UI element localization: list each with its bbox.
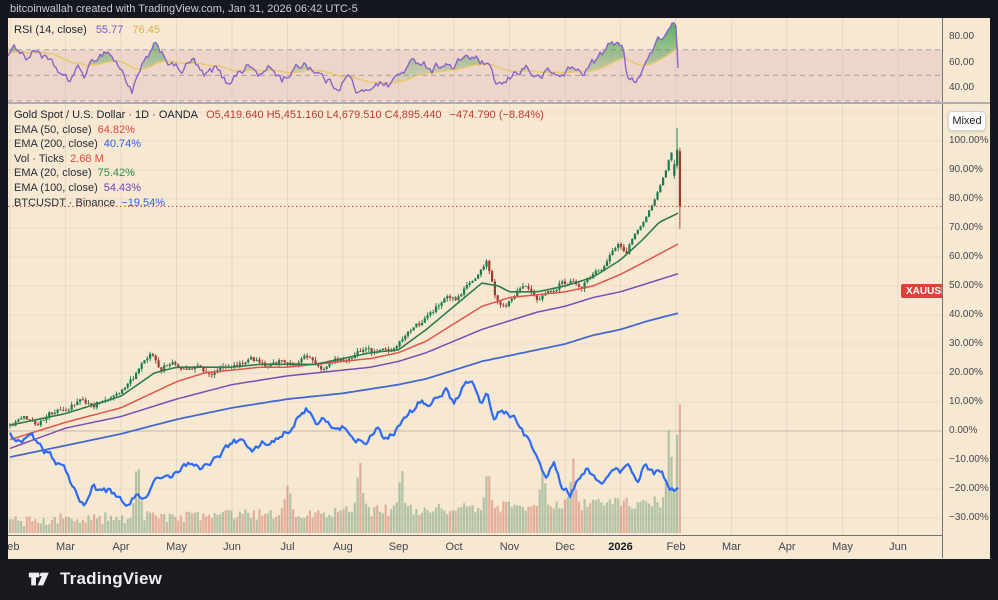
price-scale-tick: −30.00% bbox=[949, 512, 989, 523]
time-axis-label-apr: Apr bbox=[778, 541, 796, 553]
price-scale-tick: 40.00% bbox=[949, 309, 983, 320]
rsi-legend[interactable]: RSI (14, close) 55.77 76.45 bbox=[14, 23, 160, 38]
tradingview-logo-icon bbox=[28, 572, 49, 586]
ohlc-values: O5,419.640 H5,451.160 L4,679.510 C4,895.… bbox=[206, 109, 442, 121]
symbol-legend[interactable]: Gold Spot / U.S. Dollar · 1D · OANDA O5,… bbox=[14, 108, 549, 210]
price-scale-tick: 60.00% bbox=[949, 251, 983, 262]
chart-header: bitcoinwallah created with TradingView.c… bbox=[0, 0, 998, 18]
time-axis-label-2026: 2026 bbox=[608, 541, 633, 553]
legend-row-label: Vol · Ticks bbox=[14, 152, 65, 165]
price-scale-tick: 100.00% bbox=[949, 135, 989, 146]
legend-row-ema[interactable]: EMA (100, close) 54.43% bbox=[14, 181, 549, 196]
price-scale-tick: 10.00% bbox=[949, 396, 983, 407]
scale-mode-button[interactable]: Mixed bbox=[948, 111, 986, 131]
symbol-name: Gold Spot / U.S. Dollar · 1D · OANDA bbox=[14, 109, 198, 121]
legend-row-label: EMA (100, close) bbox=[14, 181, 98, 194]
legend-row-ema[interactable]: EMA (200, close) 40.74% bbox=[14, 137, 549, 152]
legend-row-label: EMA (50, close) bbox=[14, 123, 92, 136]
rsi-scale-tick: 60.00 bbox=[949, 56, 975, 68]
price-scale-tick: −20.00% bbox=[949, 483, 989, 494]
time-axis-label-dec: Dec bbox=[555, 541, 575, 553]
tradingview-brand[interactable]: TradingView bbox=[28, 568, 162, 590]
legend-row-vol[interactable]: Vol · Ticks 2.68 M bbox=[14, 152, 549, 167]
footer-bar: TradingView bbox=[0, 558, 998, 600]
tradingview-brand-text: TradingView bbox=[60, 569, 163, 588]
time-axis-label-nov: Nov bbox=[499, 541, 520, 553]
time-axis-label-feb: Feb bbox=[666, 541, 686, 553]
legend-row-value: 2.68 M bbox=[70, 152, 104, 165]
price-scale-tick: 90.00% bbox=[949, 164, 983, 175]
time-axis-label-jun: Jun bbox=[889, 541, 907, 553]
right-frame-strip bbox=[990, 18, 998, 558]
rsi-plot[interactable] bbox=[8, 18, 942, 103]
price-scale[interactable]: Mixed 80.00 60.00 40.00 100.00% 90.00% 80.00%… bbox=[942, 18, 991, 558]
price-scale-tick: 30.00% bbox=[949, 338, 983, 349]
xauusd-price-label-symbol: XAUUSD bbox=[906, 285, 942, 297]
symbol-legend-title[interactable]: Gold Spot / U.S. Dollar · 1D · OANDA O5,… bbox=[14, 108, 549, 123]
time-axis-label-aug: Aug bbox=[333, 541, 353, 553]
rsi-scale-tick: 40.00 bbox=[949, 82, 975, 94]
legend-row-label: BTCUSDT · Binance bbox=[14, 196, 116, 209]
indicator-legend-rows: EMA (50, close) 64.82% EMA (200, close) 40.… bbox=[14, 123, 549, 211]
rsi-ma-value: 76.45 bbox=[132, 24, 160, 36]
legend-row-value: 64.82% bbox=[97, 123, 135, 136]
price-scale-tick: 0.00% bbox=[949, 425, 978, 436]
chart-header-title: bitcoinwallah created with TradingView.c… bbox=[10, 3, 358, 15]
legend-row-label: EMA (200, close) bbox=[14, 138, 98, 151]
time-axis-label-may: May bbox=[832, 541, 853, 553]
rsi-legend-label: RSI (14, close) bbox=[14, 24, 87, 36]
price-plot[interactable] bbox=[8, 103, 942, 535]
time-axis-label-mar: Mar bbox=[56, 541, 75, 553]
price-scale-tick: 70.00% bbox=[949, 222, 983, 233]
price-scale-tick: 20.00% bbox=[949, 367, 983, 378]
rsi-scale-tick: 80.00 bbox=[949, 31, 975, 42]
time-axis-label-sep: Sep bbox=[388, 541, 409, 553]
chart-widget: RSI (14, close) 55.77 76.45 Gold Spot / … bbox=[1, 18, 991, 559]
legend-row-value: 40.74% bbox=[103, 138, 142, 151]
time-axis-label-may: May bbox=[166, 541, 187, 553]
legend-row-value: −19.54% bbox=[121, 196, 166, 209]
legend-row-value: 54.43% bbox=[103, 181, 142, 194]
price-scale-tick: −10.00% bbox=[949, 454, 989, 465]
time-axis-label-apr: Apr bbox=[112, 541, 130, 553]
legend-row-value: 75.42% bbox=[97, 167, 135, 180]
legend-row-ema[interactable]: EMA (50, close) 64.82% bbox=[14, 123, 549, 138]
time-axis[interactable]: Feb Mar Apr May Jun Jul Aug Sep Oct Nov Dec 2026 Feb… bbox=[1, 535, 990, 559]
time-axis-label-oct: Oct bbox=[445, 541, 463, 553]
rsi-value: 55.77 bbox=[95, 24, 124, 36]
left-frame-strip bbox=[0, 18, 8, 558]
time-axis-label-jun: Jun bbox=[223, 541, 241, 553]
xauusd-price-label: XAUUSD +77.47% bbox=[901, 284, 942, 298]
legend-row-ema[interactable]: EMA (20, close) 75.42% bbox=[14, 166, 549, 181]
price-scale-tick: 50.00% bbox=[949, 280, 983, 291]
price-scale-tick: 80.00% bbox=[949, 193, 983, 204]
pane-separator[interactable] bbox=[8, 102, 990, 104]
change-value: −474.790 (−8.84%) bbox=[449, 109, 544, 121]
main-price-pane[interactable]: Gold Spot / U.S. Dollar · 1D · OANDA O5,… bbox=[8, 103, 942, 535]
legend-row-btcusdt[interactable]: BTCUSDT · Binance −19.54% bbox=[14, 196, 549, 211]
rsi-pane[interactable]: RSI (14, close) 55.77 76.45 bbox=[8, 18, 942, 103]
time-axis-label-mar: Mar bbox=[722, 541, 741, 553]
legend-row-label: EMA (20, close) bbox=[14, 167, 92, 180]
time-axis-label-jul: Jul bbox=[280, 541, 295, 553]
